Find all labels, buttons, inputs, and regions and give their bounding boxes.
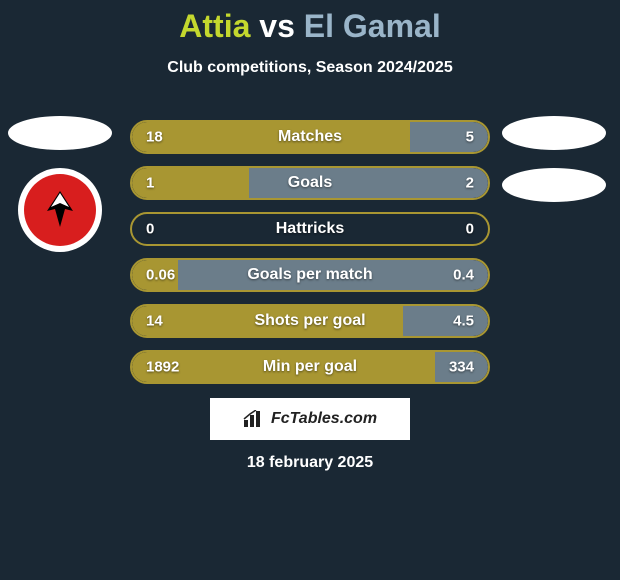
badge-ellipse <box>502 116 606 150</box>
stat-row: 1892334Min per goal <box>130 350 490 384</box>
stat-label: Min per goal <box>132 358 488 376</box>
comparison-chart: 185Matches 12Goals 00Hattricks 0.060.4Goals… <box>130 120 490 396</box>
stat-row: 144.5Shots per goal <box>130 304 490 338</box>
club-logo <box>18 168 102 252</box>
player2-name: El Gamal <box>304 8 441 44</box>
badge-ellipse <box>8 116 112 150</box>
right-badges-column <box>502 116 612 220</box>
badge-ellipse <box>502 168 606 202</box>
eagle-icon <box>33 183 87 237</box>
stat-label: Matches <box>132 128 488 146</box>
vs-label: vs <box>259 8 295 44</box>
stat-label: Goals <box>132 174 488 192</box>
stat-label: Goals per match <box>132 266 488 284</box>
bars-icon <box>243 410 265 428</box>
source-text: FcTables.com <box>271 410 377 428</box>
comparison-title: Attia vs El Gamal <box>0 0 620 45</box>
stat-row: 12Goals <box>130 166 490 200</box>
source-box: FcTables.com <box>210 398 410 440</box>
player1-name: Attia <box>179 8 250 44</box>
left-badges-column <box>8 116 118 252</box>
subtitle: Club competitions, Season 2024/2025 <box>0 59 620 77</box>
stat-row: 185Matches <box>130 120 490 154</box>
stat-row: 0.060.4Goals per match <box>130 258 490 292</box>
club-logo-inner <box>24 174 96 246</box>
stat-row: 00Hattricks <box>130 212 490 246</box>
date: 18 february 2025 <box>0 454 620 472</box>
stat-label: Shots per goal <box>132 312 488 330</box>
stat-label: Hattricks <box>132 220 488 238</box>
